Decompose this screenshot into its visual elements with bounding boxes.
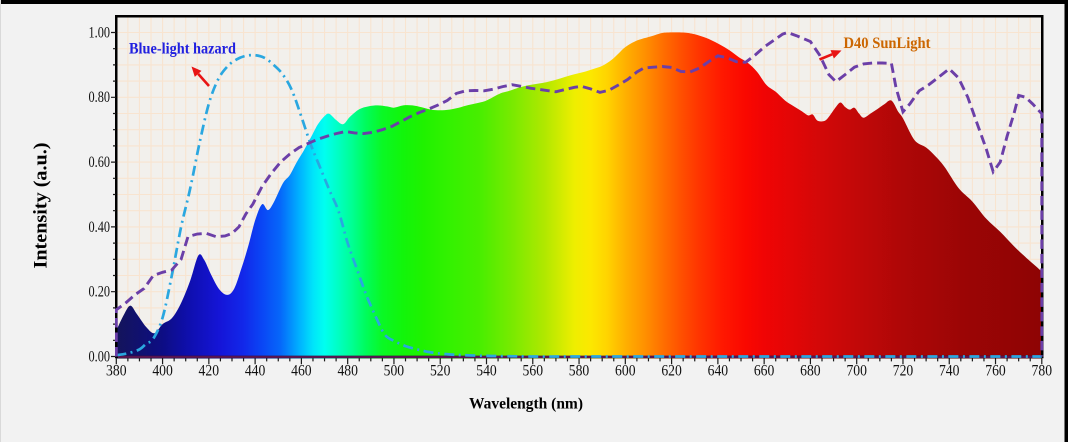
svg-text:480: 480 [337, 363, 358, 380]
svg-text:Intensity (a.u.): Intensity (a.u.) [31, 143, 52, 269]
svg-text:460: 460 [291, 363, 312, 380]
svg-text:420: 420 [199, 363, 220, 380]
svg-text:0.60: 0.60 [89, 154, 111, 171]
svg-text:D40 SunLight: D40 SunLight [844, 35, 932, 52]
svg-text:720: 720 [893, 363, 914, 380]
svg-text:400: 400 [152, 363, 173, 380]
svg-text:0.00: 0.00 [89, 348, 111, 365]
svg-text:680: 680 [800, 363, 821, 380]
svg-text:700: 700 [846, 363, 867, 380]
svg-text:560: 560 [523, 363, 544, 380]
svg-text:580: 580 [569, 363, 590, 380]
svg-text:540: 540 [476, 363, 497, 380]
svg-text:640: 640 [708, 363, 729, 380]
svg-text:1.00: 1.00 [89, 24, 111, 41]
svg-text:380: 380 [106, 363, 127, 380]
svg-text:780: 780 [1032, 363, 1053, 380]
svg-text:620: 620 [661, 363, 682, 380]
svg-text:440: 440 [245, 363, 266, 380]
svg-text:500: 500 [384, 363, 405, 380]
svg-text:0.40: 0.40 [89, 219, 111, 236]
svg-text:0.80: 0.80 [89, 89, 111, 106]
svg-text:0.20: 0.20 [89, 284, 111, 301]
svg-text:520: 520 [430, 363, 451, 380]
svg-text:Blue-light hazard: Blue-light hazard [129, 41, 236, 58]
svg-text:740: 740 [939, 363, 960, 380]
svg-text:760: 760 [985, 363, 1006, 380]
svg-text:600: 600 [615, 363, 636, 380]
svg-text:660: 660 [754, 363, 775, 380]
svg-text:Wavelength (nm): Wavelength (nm) [469, 396, 583, 413]
